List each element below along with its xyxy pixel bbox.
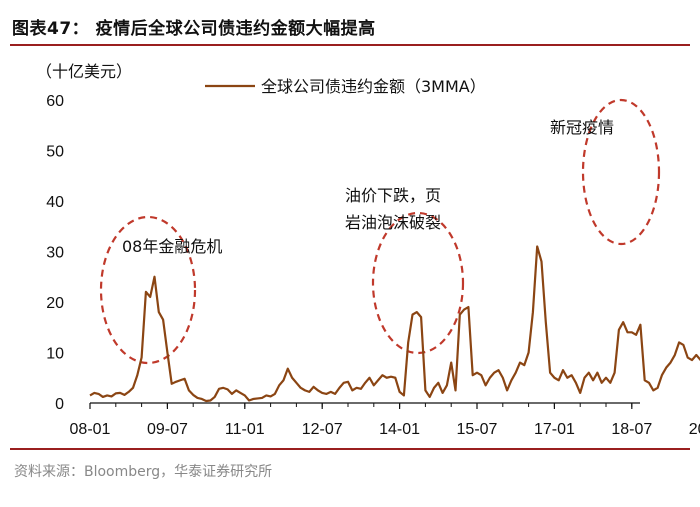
x-tick-label: 17-01 [534, 421, 575, 438]
x-tick-label: 11-01 [225, 421, 265, 438]
y-tick-label: 40 [46, 194, 64, 211]
ellipse-covid [581, 98, 661, 246]
y-tick-label: 0 [55, 396, 64, 413]
x-tick-label: 12-07 [302, 421, 343, 438]
annotation-ellipses [99, 98, 661, 365]
annotation-covid: 新冠疫情 [550, 118, 614, 137]
series-line [89, 245, 700, 403]
y-tick-label: 20 [46, 295, 64, 312]
ellipse-oil [371, 211, 465, 355]
legend-label: 全球公司债违约金额（3MMA） [261, 77, 486, 96]
y-tick-label: 50 [46, 144, 64, 161]
ellipse-gfc [99, 215, 197, 365]
y-tick-label: 60 [46, 93, 64, 110]
chart: 0 10 20 30 40 50 60 08-01 09-07 11-01 12-07 14-01 1… [36, 62, 700, 438]
annotation-gfc: 08年金融危机 [122, 237, 222, 256]
x-tick-label: 18-07 [611, 421, 652, 438]
annotation-oil-line2: 岩油泡沫破裂 [345, 213, 441, 232]
y-tick-label: 10 [46, 346, 64, 363]
y-axis-unit: （十亿美元） [36, 62, 132, 81]
x-tick-label: 14-01 [379, 421, 420, 438]
source-note: 资料来源：Bloomberg，华泰证券研究所 [14, 464, 273, 480]
title-rule [10, 44, 690, 46]
x-axis-ticks: 08-01 09-07 11-01 12-07 14-01 15-07 17-01 18-07… [70, 402, 700, 438]
x-tick-label: 15-07 [457, 421, 498, 438]
x-tick-label: 20-01 [689, 421, 700, 438]
x-tick-label: 09-07 [147, 421, 188, 438]
y-axis-ticks: 0 10 20 30 40 50 60 [46, 93, 64, 413]
y-tick-label: 30 [46, 245, 64, 262]
x-tick-label: 08-01 [70, 421, 111, 438]
page-title: 图表47： 疫情后全球公司债违约金额大幅提高 [12, 19, 376, 39]
footer-rule [10, 448, 690, 450]
annotation-oil-line1: 油价下跌，页 [345, 186, 441, 205]
